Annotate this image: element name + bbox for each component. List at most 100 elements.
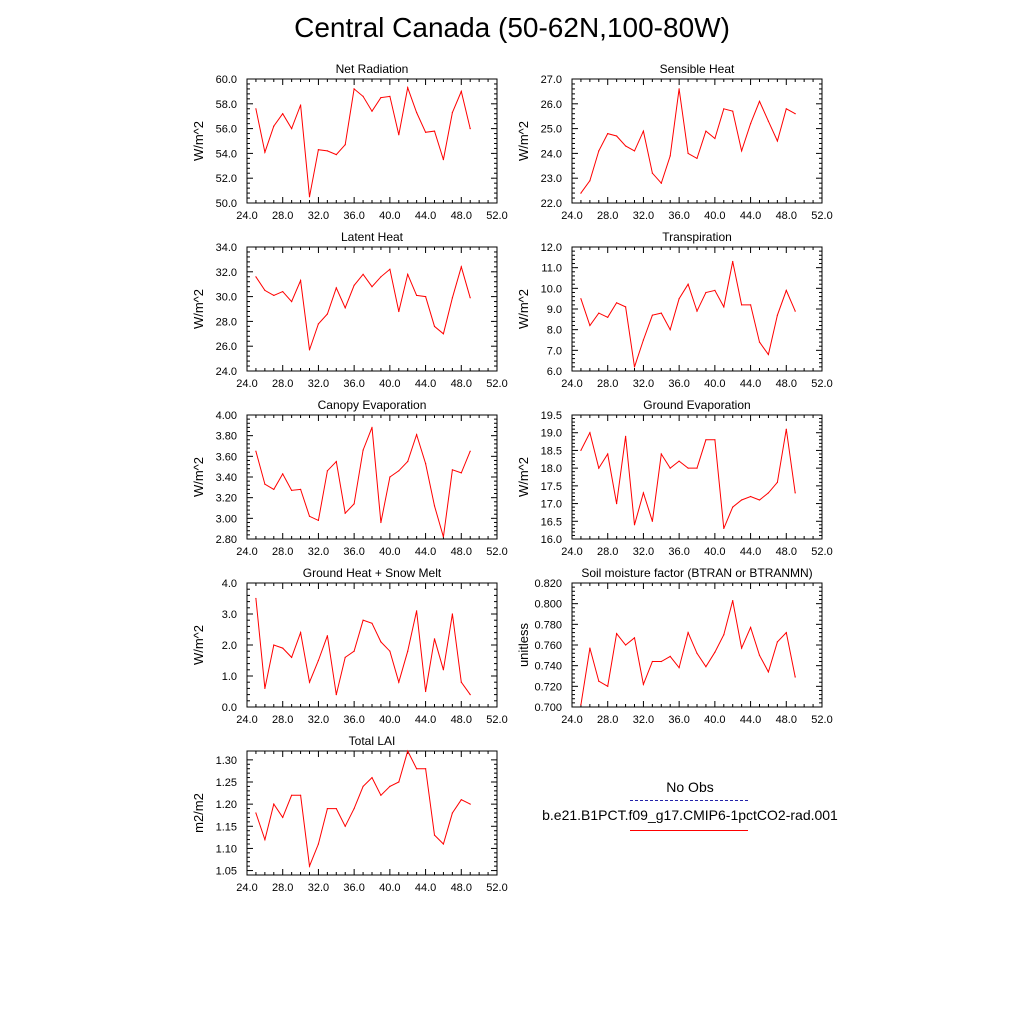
data-point <box>660 312 662 314</box>
data-point <box>678 460 680 462</box>
data-point <box>687 152 689 154</box>
data-point <box>273 644 275 646</box>
data-point <box>607 685 609 687</box>
data-point <box>353 88 355 90</box>
y-tick-label: 25.0 <box>541 124 562 136</box>
y-tick-label: 9.0 <box>547 304 562 316</box>
x-tick-label: 44.0 <box>740 378 761 390</box>
x-tick-label: 40.0 <box>704 210 725 222</box>
x-tick-label: 32.0 <box>633 714 654 726</box>
data-point <box>669 655 671 658</box>
data-point <box>442 159 444 161</box>
series-line <box>255 264 471 351</box>
data-point <box>282 816 284 819</box>
data-point <box>460 266 462 268</box>
data-point <box>398 310 400 313</box>
data-point <box>442 536 444 538</box>
data-point <box>589 432 591 434</box>
x-tick-label: 36.0 <box>668 210 689 222</box>
data-point <box>669 329 671 331</box>
data-point <box>794 676 796 678</box>
data-point <box>416 610 418 612</box>
data-point <box>687 632 689 634</box>
series-line <box>255 85 471 197</box>
x-tick-label: 32.0 <box>308 714 329 726</box>
y-tick-label: 58.0 <box>216 99 237 111</box>
data-point <box>380 276 382 278</box>
data-point <box>451 812 453 814</box>
data-point <box>776 641 779 643</box>
chart-panel-4: Transpiration W/m^2 24.0 28.0 32.0 36.0 40.0 44… <box>516 230 833 390</box>
data-point <box>255 450 257 452</box>
data-point <box>785 428 787 430</box>
chart-title: Ground Heat + Snow Melt <box>303 566 442 580</box>
data-point <box>291 128 293 130</box>
data-point <box>678 88 680 90</box>
data-point <box>416 768 418 770</box>
chart-title: Sensible Heat <box>660 62 735 76</box>
data-point <box>758 100 761 102</box>
data-point <box>371 777 373 779</box>
plot-frame <box>246 582 498 708</box>
x-tick-label: 48.0 <box>776 714 797 726</box>
data-point <box>705 291 707 294</box>
x-tick-label: 52.0 <box>486 714 507 726</box>
chart-panel-5: Canopy Evaporation W/m^2 24.0 28.0 32.0 36.0 4… <box>191 398 508 558</box>
data-point <box>353 808 355 810</box>
data-point <box>633 637 636 639</box>
y-tick-label: 1.25 <box>216 777 237 789</box>
chart-title: Canopy Evaporation <box>318 398 427 412</box>
data-point <box>433 130 436 132</box>
data-point <box>344 825 346 827</box>
data-point <box>696 310 698 312</box>
x-tick-label: 40.0 <box>379 210 400 222</box>
x-tick-label: 24.0 <box>561 210 582 222</box>
data-point <box>741 150 743 152</box>
data-point <box>687 283 689 285</box>
data-point <box>389 650 391 652</box>
data-point <box>750 123 752 125</box>
data-point <box>469 803 471 805</box>
data-point <box>598 680 600 682</box>
y-tick-label: 0.740 <box>534 661 562 673</box>
y-tick-label: 3.0 <box>222 609 237 621</box>
series-line <box>580 261 796 368</box>
data-point <box>398 781 400 783</box>
x-tick-label: 48.0 <box>776 378 797 390</box>
x-tick-label: 40.0 <box>379 882 400 894</box>
data-point <box>282 647 284 649</box>
data-point <box>616 302 618 304</box>
x-tick-label: 48.0 <box>451 714 472 726</box>
page-title: Central Canada (50-62N,100-80W) <box>294 12 730 43</box>
data-point <box>732 260 734 263</box>
y-tick-label: 34.0 <box>216 242 237 254</box>
data-point <box>308 515 311 517</box>
chart-panel-1: Net Radiation W/m^2 24.0 28.0 32.0 36.0 40.0 44… <box>191 62 508 222</box>
y-axis-label: W/m^2 <box>191 289 206 329</box>
data-point <box>398 681 400 683</box>
legend-obs-line <box>630 800 748 801</box>
legend: No Obs b.e21.B1PCT.f09_g17.CMIP6-1pctCO2… <box>520 775 880 845</box>
data-point <box>317 519 319 522</box>
y-tick-label: 54.0 <box>216 148 237 160</box>
data-point <box>660 182 662 184</box>
data-point <box>607 316 609 318</box>
y-tick-label: 1.30 <box>216 755 237 767</box>
data-point <box>460 90 462 92</box>
data-point <box>433 834 436 836</box>
y-tick-label: 3.80 <box>216 431 237 443</box>
y-tick-label: 11.0 <box>541 263 562 275</box>
data-point <box>433 325 436 327</box>
y-tick-label: 7.0 <box>547 345 562 357</box>
chart-panel-8: Soil moisture factor (BTRAN or BTRANMN) u… <box>516 566 833 726</box>
data-point <box>669 155 671 157</box>
x-tick-label: 48.0 <box>451 546 472 558</box>
data-point <box>264 687 266 690</box>
x-tick-label: 28.0 <box>272 210 293 222</box>
y-tick-label: 1.20 <box>216 799 237 811</box>
y-tick-label: 10.0 <box>541 283 562 295</box>
data-point <box>416 111 418 114</box>
data-point <box>291 489 293 491</box>
data-point <box>264 483 266 485</box>
